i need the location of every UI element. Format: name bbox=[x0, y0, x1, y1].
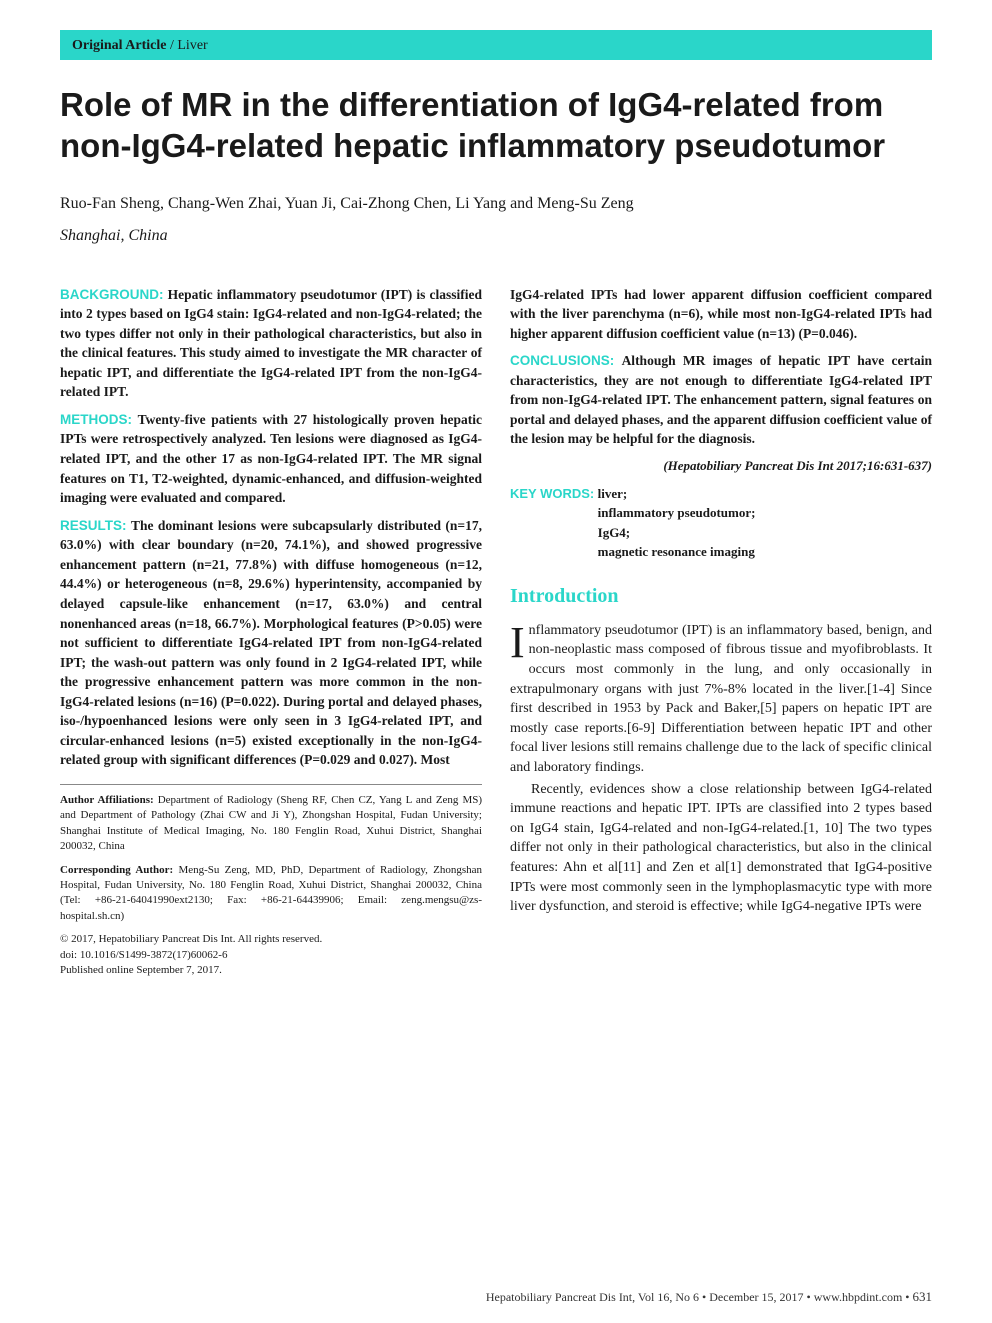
abstract-conclusions: CONCLUSIONS: Although MR images of hepat… bbox=[510, 351, 932, 449]
intro-p1-text: nflammatory pseudotumor (IPT) is an infl… bbox=[510, 623, 932, 775]
kw-item: inflammatory pseudotumor; bbox=[598, 503, 756, 523]
abstract-results-cont: IgG4-related IPTs had lower apparent dif… bbox=[510, 285, 932, 344]
footnote-affiliations: Author Affiliations: Department of Radio… bbox=[60, 793, 482, 855]
article-title: Role of MR in the differentiation of IgG… bbox=[60, 84, 932, 167]
kw-item: liver; bbox=[598, 484, 756, 504]
page-footer: Hepatobiliary Pancreat Dis Int, Vol 16, … bbox=[60, 1289, 932, 1305]
abs-text-background: Hepatic inflammatory pseudotumor (IPT) i… bbox=[60, 287, 482, 400]
fn-label-corr: Corresponding Author: bbox=[60, 864, 173, 876]
abstract-block-cont: IgG4-related IPTs had lower apparent dif… bbox=[510, 285, 932, 450]
fn-pub: Published online September 7, 2017. bbox=[60, 964, 222, 976]
dropcap-letter: I bbox=[510, 621, 529, 663]
kw-label: KEY WORDS: bbox=[510, 486, 594, 501]
fn-label-affil: Author Affiliations: bbox=[60, 794, 154, 806]
footer-journal: Hepatobiliary Pancreat Dis Int, Vol 16, … bbox=[486, 1290, 910, 1304]
abstract-results: RESULTS: The dominant lesions were subca… bbox=[60, 516, 482, 770]
footer-page: 631 bbox=[913, 1289, 933, 1304]
abs-text-results-cont: IgG4-related IPTs had lower apparent dif… bbox=[510, 287, 932, 341]
keywords-block: KEY WORDS: liver; inflammatory pseudotum… bbox=[510, 484, 932, 562]
abstract-methods: METHODS: Twenty-five patients with 27 hi… bbox=[60, 410, 482, 508]
footnote-copyright: © 2017, Hepatobiliary Pancreat Dis Int. … bbox=[60, 932, 482, 978]
abstract-block: BACKGROUND: Hepatic inflammatory pseudot… bbox=[60, 285, 482, 771]
abs-text-results: The dominant lesions were subcapsularly … bbox=[60, 518, 482, 768]
intro-p2: Recently, evidences show a close relatio… bbox=[510, 780, 932, 917]
intro-body: Inflammatory pseudotumor (IPT) is an inf… bbox=[510, 621, 932, 917]
kw-list: liver; inflammatory pseudotumor; IgG4; m… bbox=[598, 484, 756, 562]
abs-label-results: RESULTS: bbox=[60, 518, 127, 533]
category-sub: / Liver bbox=[166, 38, 207, 53]
intro-heading: Introduction bbox=[510, 582, 932, 611]
fn-doi: doi: 10.1016/S1499-3872(17)60062-6 bbox=[60, 949, 227, 961]
citation-line: (Hepatobiliary Pancreat Dis Int 2017;16:… bbox=[510, 457, 932, 476]
abs-label-methods: METHODS: bbox=[60, 412, 132, 427]
kw-item: magnetic resonance imaging bbox=[598, 542, 756, 562]
footnote-corresponding: Corresponding Author: Meng-Su Zeng, MD, … bbox=[60, 863, 482, 925]
abs-label-background: BACKGROUND: bbox=[60, 287, 164, 302]
footnotes-block: Author Affiliations: Department of Radio… bbox=[60, 784, 482, 978]
abs-label-conclusions: CONCLUSIONS: bbox=[510, 353, 614, 368]
affiliation-line: Shanghai, China bbox=[60, 227, 932, 245]
two-column-body: BACKGROUND: Hepatic inflammatory pseudot… bbox=[60, 285, 932, 979]
fn-copyright: © 2017, Hepatobiliary Pancreat Dis Int. … bbox=[60, 933, 322, 945]
category-bar: Original Article / Liver bbox=[60, 30, 932, 60]
authors-line: Ruo-Fan Sheng, Chang-Wen Zhai, Yuan Ji, … bbox=[60, 195, 932, 213]
category-main: Original Article bbox=[72, 38, 166, 53]
abstract-background: BACKGROUND: Hepatic inflammatory pseudot… bbox=[60, 285, 482, 402]
kw-item: IgG4; bbox=[598, 523, 756, 543]
intro-p1: Inflammatory pseudotumor (IPT) is an inf… bbox=[510, 621, 932, 778]
